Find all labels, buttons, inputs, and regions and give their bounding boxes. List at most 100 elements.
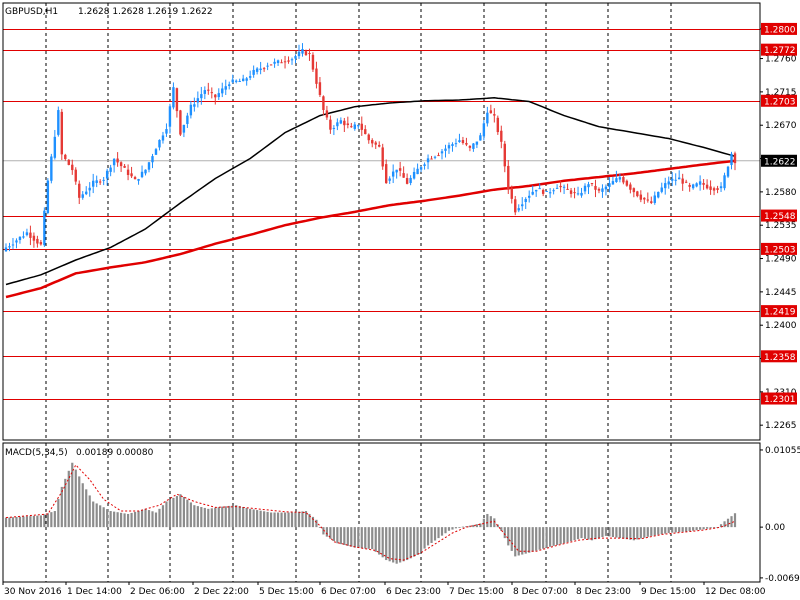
candle-body xyxy=(252,69,255,75)
candle-body xyxy=(381,147,384,167)
macd-bar xyxy=(395,527,398,564)
candle-body xyxy=(248,76,252,78)
level-lines xyxy=(3,29,760,400)
time-axis: 30 Nov 2016 1 Dec 14:00 2 Dec 06:00 2 Dec 2… xyxy=(2,582,766,597)
candle-body xyxy=(46,180,50,213)
candle-body xyxy=(85,191,88,195)
candle-body xyxy=(493,114,496,116)
macd-bar xyxy=(276,512,280,528)
macd-bar xyxy=(723,521,726,528)
macd-bar xyxy=(329,527,332,539)
macd-bar xyxy=(280,512,283,528)
macd-bar xyxy=(594,527,597,540)
candle-body xyxy=(102,179,105,181)
macd-bar xyxy=(374,527,377,552)
level-label-bg xyxy=(761,392,797,405)
candle-body xyxy=(622,177,625,183)
macd-bar xyxy=(224,506,227,528)
candle-body xyxy=(625,180,629,186)
candle-body xyxy=(210,92,213,94)
candle-body xyxy=(716,188,719,190)
chart-title: GBPUSD,H1 xyxy=(5,7,58,17)
candle-body xyxy=(639,194,643,200)
macd-bar xyxy=(461,526,465,528)
candle-body xyxy=(203,90,207,94)
macd-bar xyxy=(106,509,109,528)
candle-body xyxy=(329,119,332,130)
macd-bar xyxy=(590,527,594,541)
macd-bar xyxy=(109,511,112,528)
macd-bar xyxy=(60,486,63,528)
macd-bar xyxy=(580,527,583,539)
candle-body xyxy=(664,183,667,189)
macd-bar xyxy=(350,527,353,547)
candle-body xyxy=(643,197,646,200)
macd-bar xyxy=(85,489,88,528)
price-tick-label: 1.2670 xyxy=(765,121,797,131)
macd-bar xyxy=(392,527,395,563)
candle-body xyxy=(266,65,269,67)
candle-body xyxy=(468,145,472,148)
macd-bar xyxy=(11,517,15,528)
candle-body xyxy=(64,154,67,160)
time-tick-label: 9 Dec 15:00 xyxy=(641,587,696,597)
candle-body xyxy=(182,124,186,133)
candle-body xyxy=(32,235,36,241)
candle-body xyxy=(405,178,409,184)
macd-bar xyxy=(137,510,140,528)
macd-bar xyxy=(657,527,660,535)
candle-body xyxy=(384,164,388,184)
macd-bar xyxy=(126,513,130,528)
macd-bar xyxy=(217,507,220,528)
candle-body xyxy=(496,117,500,133)
price-tick-label: 1.2535 xyxy=(765,221,797,231)
macd-bar xyxy=(622,527,625,539)
macd-bar xyxy=(123,513,126,528)
macd-bar xyxy=(252,509,255,528)
macd-bar xyxy=(524,527,527,554)
candle-body xyxy=(346,123,350,125)
macd-bar xyxy=(343,527,346,545)
candle-body xyxy=(241,78,245,82)
candle-body xyxy=(514,199,517,213)
candle-body xyxy=(57,110,60,135)
candle-body xyxy=(374,142,377,145)
macd-bar xyxy=(161,505,165,528)
macd-bar xyxy=(419,527,423,552)
macd-bar xyxy=(266,511,269,528)
time-tick-label: 6 Dec 23:00 xyxy=(386,587,441,597)
time-tick-label: 7 Dec 15:00 xyxy=(449,587,504,597)
level-label-bg xyxy=(761,43,797,56)
candle-body xyxy=(653,195,656,203)
candle-body xyxy=(524,198,527,202)
macd-bar xyxy=(409,527,412,559)
candle-body xyxy=(587,184,590,188)
macd-bar xyxy=(538,527,541,550)
candle-body xyxy=(60,111,64,155)
candle-body xyxy=(172,87,175,108)
macd-bar xyxy=(479,523,482,528)
macd-bar xyxy=(378,527,381,555)
macd-indicator xyxy=(4,462,737,564)
macd-bar xyxy=(256,510,259,528)
macd-bar xyxy=(406,527,409,561)
candle-body xyxy=(98,181,102,183)
candle-body xyxy=(280,62,283,64)
macd-bar xyxy=(99,505,102,528)
macd-bar xyxy=(367,527,370,549)
macd-bar xyxy=(287,512,290,528)
macd-bar xyxy=(189,502,192,528)
level-label-bg xyxy=(761,350,797,363)
macd-bar xyxy=(444,527,447,534)
candle-body xyxy=(426,158,430,163)
candle-body xyxy=(81,194,84,198)
macd-bar xyxy=(113,511,116,528)
macd-bar xyxy=(311,516,315,528)
candle-body xyxy=(534,189,538,192)
candle-body xyxy=(214,94,217,98)
macd-bar xyxy=(172,497,175,528)
macd-bar xyxy=(632,527,635,541)
time-tick-label: 6 Dec 07:00 xyxy=(321,587,376,597)
macd-bar xyxy=(468,525,472,528)
